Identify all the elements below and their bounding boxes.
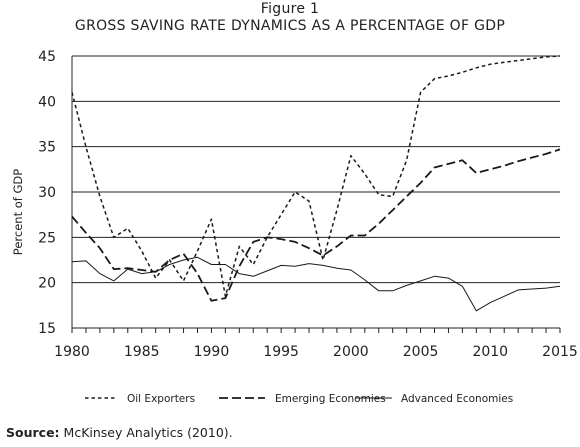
x-tick-label-1990: 1990 [194,344,230,360]
source-text: McKinsey Analytics (2010). [63,425,233,440]
x-tick-label-2005: 2005 [403,344,439,360]
source-label: Source: [6,425,60,440]
x-tick-label-1995: 1995 [263,344,299,360]
y-tick-labels: 15 20 25 30 35 40 45 [38,49,56,337]
x-tick-label-2015: 2015 [542,344,578,360]
axes [71,56,561,333]
series-line-emerging-economies [71,148,561,302]
x-tick-label-2000: 2000 [333,344,369,360]
series-lines [71,55,561,312]
source-note: Source: McKinsey Analytics (2010). [6,425,233,440]
y-tick-label-15: 15 [38,321,56,337]
y-tick-label-40: 40 [38,94,56,110]
series-line-oil-exporters [71,55,561,298]
y-tick-label-35: 35 [38,140,56,156]
legend-label-oil-exporters: Oil Exporters [127,393,195,405]
y-tick-label-30: 30 [38,185,56,201]
chart-svg: 15 20 25 30 35 40 45 1980 1985 1990 1995 2000 2005 2… [11,49,578,405]
y-axis-title: Percent of GDP [11,169,25,255]
chart-title: GROSS SAVING RATE DYNAMICS AS A PERCENTA… [74,18,506,34]
legend: Oil Exporters Emerging Economies Advanced … [85,393,513,405]
y-tick-label-25: 25 [38,230,56,246]
x-tick-label-2010: 2010 [472,344,508,360]
legend-label-advanced-economies: Advanced Economies [401,393,513,405]
y-tick-label-20: 20 [38,276,56,292]
x-tick-label-1985: 1985 [124,344,160,360]
figure-label: Figure 1 [260,1,320,17]
series-line-advanced-economies [71,256,561,312]
x-tick-labels: 1980 1985 1990 1995 2000 2005 2010 2015 [54,344,578,360]
gridlines [72,55,560,284]
legend-label-emerging-economies: Emerging Economies [275,393,386,405]
y-tick-label-45: 45 [38,49,56,65]
x-tick-label-1980: 1980 [54,344,90,360]
